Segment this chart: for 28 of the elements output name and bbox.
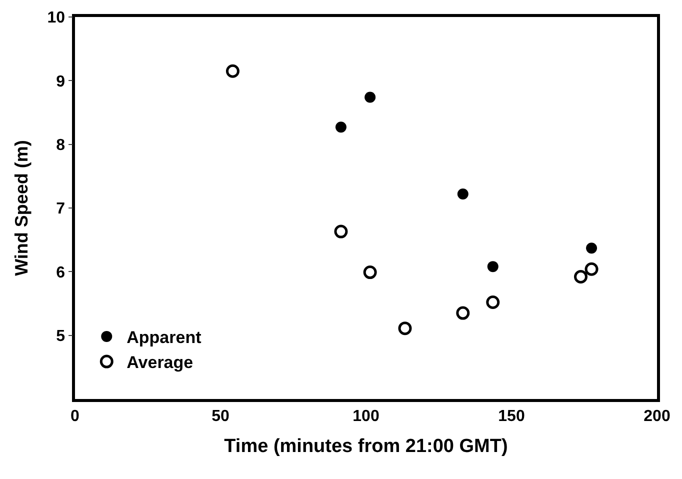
x-tick-label: 0 [70,408,80,425]
point [398,322,412,336]
x-tick-label: 200 [644,408,670,425]
x-tick-label: 150 [498,408,525,425]
y-tick-label: 7 [56,200,66,218]
point [334,224,348,238]
point [487,261,498,272]
x-axis-title: Time (minutes from 21:00 GMT) [224,436,508,457]
point [335,122,346,133]
y-axis-title: Wind Speed (m) [11,140,32,276]
y-tick-label: 8 [56,136,66,154]
point [457,188,468,200]
point [486,295,500,309]
y-tick-label: 9 [56,73,66,90]
point [226,64,240,78]
y-tick-label: 5 [56,328,66,345]
point [584,262,598,276]
y-tick-label: 6 [56,264,66,282]
point [586,242,598,254]
point [364,92,376,103]
legend-label: Average [126,353,194,372]
point [363,266,377,280]
point [574,270,588,284]
y-tick-label: 10 [47,10,66,27]
x-tick-label: 100 [352,408,380,425]
x-tick-label: 50 [212,408,230,425]
point [456,306,470,320]
legend-label: Apparent [126,328,202,348]
